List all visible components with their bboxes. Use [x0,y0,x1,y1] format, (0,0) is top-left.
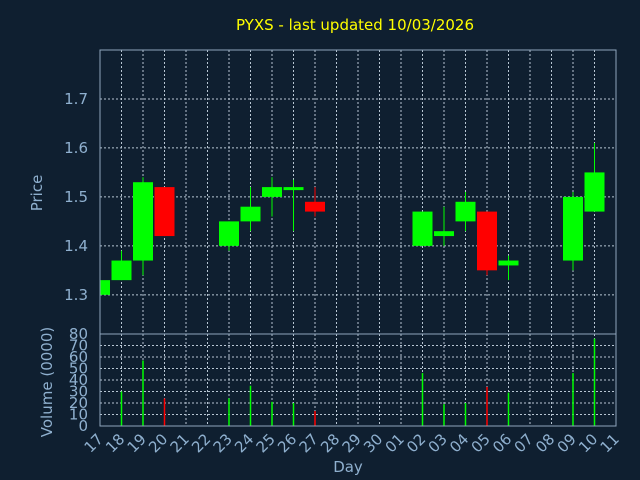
price-axis-label: Price [28,175,46,212]
candle-body [262,187,282,197]
volume-tick-label: 20 [69,394,88,412]
candle-body [240,206,261,222]
candle-body [133,182,153,261]
volume-tick-label: 10 [69,406,88,424]
chart-title: PYXS - last updated 10/03/2026 [236,16,474,34]
candle-body [111,260,132,281]
price-tick-label: 1.3 [64,286,88,304]
volume-tick-label: 70 [69,337,88,355]
candle-body [584,172,605,212]
volume-tick-label: 0 [78,417,88,435]
price-tick-label: 1.5 [64,188,88,206]
price-tick-label: 1.6 [64,139,88,157]
candle-body [219,221,239,246]
candle-body [455,201,476,222]
candle-body [434,231,454,237]
candle-body [154,187,175,237]
volume-axis-label: Volume (0000) [38,327,56,437]
volume-tick-label: 30 [69,383,88,401]
price-tick-label: 1.7 [64,90,88,108]
volume-tick-label: 80 [69,325,88,343]
volume-plot-frame [99,333,617,427]
candle-body [305,201,325,212]
candle-body [412,211,433,246]
candle-body [283,187,304,191]
volume-panel: 0102030405060708017181920212223242526272… [69,325,623,456]
candle-body [100,280,110,295]
day-tick-label: 11 [597,430,623,456]
price-panel: 1.3 1.4 1.5 1.6 1.7 [64,49,617,335]
volume-tick-label: 60 [69,348,88,366]
candle-body [477,211,497,271]
candle-body [563,196,583,261]
price-tick-label: 1.4 [64,237,88,255]
candle-body [498,260,519,266]
volume-tick-label: 40 [69,371,88,389]
volume-tick-label: 50 [69,360,88,378]
day-axis-label: Day [333,458,363,476]
